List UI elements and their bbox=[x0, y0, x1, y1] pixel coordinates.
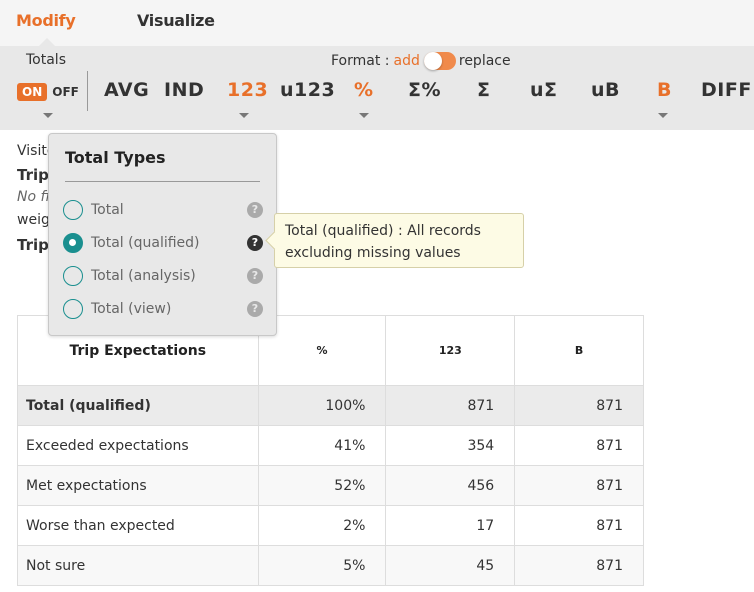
sum-button[interactable]: Σ bbox=[477, 79, 491, 101]
base-dropdown-caret[interactable] bbox=[658, 113, 668, 118]
percent-button[interactable]: % bbox=[354, 79, 374, 101]
row-label: Met expectations bbox=[17, 465, 259, 506]
option-total[interactable]: Total ? bbox=[63, 200, 263, 220]
cell-base: 871 bbox=[514, 545, 644, 586]
tab-modify[interactable]: Modify bbox=[16, 11, 76, 30]
avg-button[interactable]: AVG bbox=[104, 79, 150, 101]
totals-off-button[interactable]: OFF bbox=[52, 85, 79, 99]
row-label: Worse than expected bbox=[17, 505, 259, 546]
format-switch[interactable] bbox=[423, 52, 456, 70]
cell-percent: 5% bbox=[257, 545, 387, 586]
popup-title: Total Types bbox=[65, 148, 166, 167]
help-icon[interactable]: ? bbox=[247, 202, 263, 218]
sum-percent-button[interactable]: Σ% bbox=[408, 79, 442, 101]
option-label: Total (view) bbox=[91, 301, 172, 317]
count-button[interactable]: 123 bbox=[227, 79, 269, 101]
table-row: Met expectations 52% 456 871 bbox=[17, 465, 644, 506]
radio-total-qualified[interactable] bbox=[63, 233, 83, 253]
popup-divider bbox=[65, 181, 260, 182]
tab-bar: Modify Visualize bbox=[0, 0, 754, 46]
help-icon[interactable]: ? bbox=[247, 235, 263, 251]
unweighted-sum-button[interactable]: uΣ bbox=[530, 79, 558, 101]
totals-dropdown-caret[interactable] bbox=[43, 113, 53, 118]
option-total-view[interactable]: Total (view) ? bbox=[63, 299, 263, 319]
radio-total-analysis[interactable] bbox=[63, 266, 83, 286]
radio-total[interactable] bbox=[63, 200, 83, 220]
format-toggle: Format : add replace bbox=[331, 52, 511, 70]
active-tab-caret bbox=[39, 38, 55, 46]
count-dropdown-caret[interactable] bbox=[239, 113, 249, 118]
cell-count: 456 bbox=[385, 465, 516, 506]
table-row: Not sure 5% 45 871 bbox=[17, 545, 644, 586]
row-label: Total (qualified) bbox=[17, 385, 259, 426]
cell-count: 45 bbox=[385, 545, 516, 586]
info-trip: Trip bbox=[17, 236, 49, 254]
option-total-analysis[interactable]: Total (analysis) ? bbox=[63, 266, 263, 286]
cell-base: 871 bbox=[514, 505, 644, 546]
unweighted-count-button[interactable]: u123 bbox=[280, 79, 336, 101]
format-label: Format : bbox=[331, 53, 390, 69]
cell-percent: 41% bbox=[257, 425, 387, 466]
base-button[interactable]: B bbox=[657, 79, 672, 101]
option-total-qualified[interactable]: Total (qualified) ? bbox=[63, 233, 263, 253]
table-row: Exceeded expectations 41% 354 871 bbox=[17, 425, 644, 466]
cell-count: 17 bbox=[385, 505, 516, 546]
row-label: Exceeded expectations bbox=[17, 425, 259, 466]
cell-base: 871 bbox=[514, 465, 644, 506]
totals-on-button[interactable]: ON bbox=[17, 83, 48, 101]
switch-knob bbox=[423, 52, 442, 70]
option-label: Total (qualified) bbox=[91, 235, 200, 251]
cell-count: 871 bbox=[385, 385, 516, 426]
help-icon[interactable]: ? bbox=[247, 268, 263, 284]
unweighted-base-button[interactable]: uB bbox=[591, 79, 621, 101]
results-table: Trip Expectations % 123 B Total (qualifi… bbox=[17, 315, 644, 586]
percent-dropdown-caret[interactable] bbox=[359, 113, 369, 118]
header-percent: % bbox=[257, 315, 387, 386]
format-add-option[interactable]: add bbox=[393, 53, 420, 69]
totals-on-off-toggle[interactable]: ON OFF bbox=[17, 83, 79, 101]
radio-total-view[interactable] bbox=[63, 299, 83, 319]
option-label: Total bbox=[91, 202, 124, 218]
toolbar: Totals Format : add replace ON OFF AVG I… bbox=[0, 46, 754, 130]
cell-percent: 52% bbox=[257, 465, 387, 506]
total-types-popup: Total Types Total ? Total (qualified) ? … bbox=[48, 133, 277, 336]
header-base: B bbox=[514, 315, 644, 386]
cell-base: 871 bbox=[514, 425, 644, 466]
cell-count: 354 bbox=[385, 425, 516, 466]
toolbar-divider bbox=[87, 71, 88, 111]
header-count: 123 bbox=[385, 315, 516, 386]
format-replace-option[interactable]: replace bbox=[458, 53, 511, 69]
cell-percent: 2% bbox=[257, 505, 387, 546]
cell-base: 871 bbox=[514, 385, 644, 426]
tab-visualize[interactable]: Visualize bbox=[137, 11, 215, 30]
table-row: Worse than expected 2% 17 871 bbox=[17, 505, 644, 546]
help-tooltip: Total (qualified) : All records excludin… bbox=[274, 213, 524, 268]
ind-button[interactable]: IND bbox=[164, 79, 205, 101]
totals-label: Totals bbox=[26, 52, 66, 68]
cell-percent: 100% bbox=[257, 385, 387, 426]
help-icon[interactable]: ? bbox=[247, 301, 263, 317]
option-label: Total (analysis) bbox=[91, 268, 196, 284]
diff-button[interactable]: DIFF bbox=[701, 79, 752, 101]
table-row: Total (qualified) 100% 871 871 bbox=[17, 385, 644, 426]
row-label: Not sure bbox=[17, 545, 259, 586]
